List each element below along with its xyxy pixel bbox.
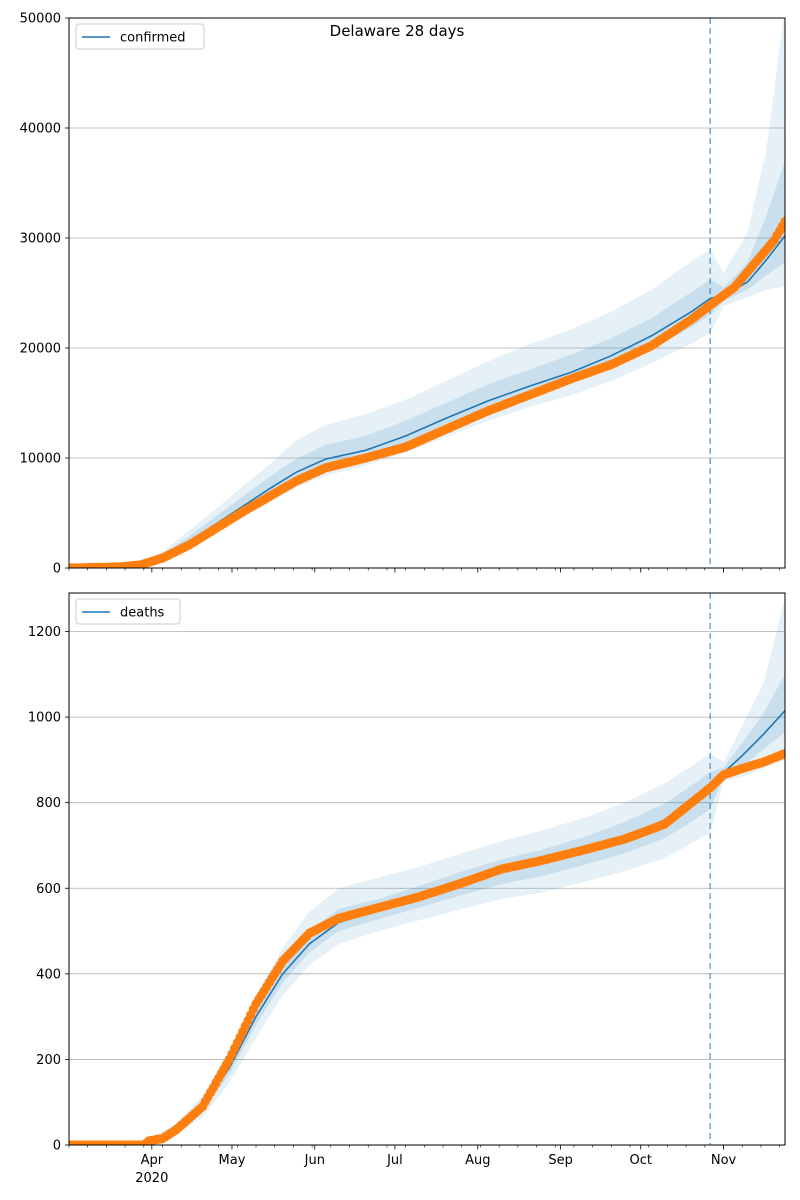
observed-points <box>69 216 785 568</box>
axes-frame <box>68 592 786 1146</box>
legend-label: deaths <box>120 606 165 621</box>
x-tick-label: Apr <box>141 1153 164 1168</box>
x-tick-label: Aug <box>465 1153 490 1168</box>
observed-point <box>780 216 785 227</box>
legend: deaths <box>75 598 181 625</box>
y-tick-label: 20000 <box>20 342 61 357</box>
observed-point <box>780 748 785 759</box>
plot-area <box>69 593 785 1145</box>
y-tick-label: 0 <box>53 562 61 577</box>
y-tick-label: 1200 <box>28 625 61 640</box>
y-tick-label: 30000 <box>20 232 61 247</box>
legend: confirmed <box>75 23 205 50</box>
x-tick-label: Nov <box>711 1153 737 1168</box>
legend-box <box>75 598 181 625</box>
y-tick-label: 400 <box>36 967 61 982</box>
plot-area <box>69 18 785 568</box>
x-tick-year-label: 2020 <box>135 1171 168 1186</box>
x-tick-label: May <box>219 1153 246 1168</box>
x-tick-label: Sep <box>548 1153 573 1168</box>
axes-frame <box>68 17 786 569</box>
x-tick-label: Jun <box>304 1153 325 1168</box>
legend-box <box>75 23 205 50</box>
y-tick-label: 200 <box>36 1053 61 1068</box>
y-tick-label: 40000 <box>20 122 61 137</box>
observed-points <box>69 748 785 1145</box>
confirmed-panel: 0 10000 20000 30000 40000 50000 confirmed <box>20 12 786 577</box>
x-tick-label: Jul <box>386 1153 403 1168</box>
figure-suptitle: Delaware 28 days <box>330 22 465 40</box>
deaths-panel: 0 200 400 600 800 1000 1200 Apr 2020 May Jun Jul Aug… <box>28 592 786 1186</box>
uncertainty-band-outer <box>69 597 785 1145</box>
y-tick-label: 50000 <box>20 12 61 27</box>
legend-label: confirmed <box>120 31 186 46</box>
y-tick-label: 800 <box>36 796 61 811</box>
y-tick-label: 0 <box>53 1139 61 1154</box>
y-tick-label: 10000 <box>20 452 61 467</box>
y-tick-label: 600 <box>36 882 61 897</box>
y-tick-label: 1000 <box>28 711 61 726</box>
x-tick-label: Oct <box>629 1153 651 1168</box>
